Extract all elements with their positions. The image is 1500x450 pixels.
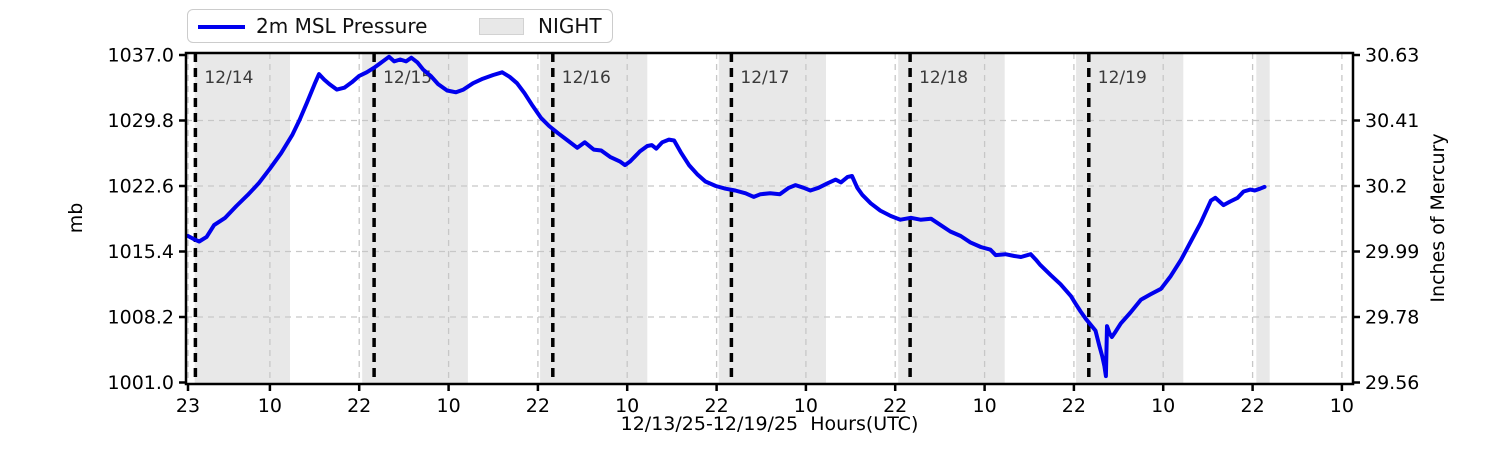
x-tick-label: 10 bbox=[1330, 395, 1354, 417]
night-band bbox=[718, 53, 826, 384]
x-tick-label: 22 bbox=[1062, 395, 1086, 417]
x-tick-label: 10 bbox=[437, 395, 461, 417]
y-tick-label-left: 1001.0 bbox=[108, 372, 174, 394]
x-tick-label: 22 bbox=[1241, 395, 1265, 417]
axes-spines bbox=[184, 51, 1355, 386]
night-band bbox=[540, 53, 648, 384]
y-tick-label-left: 1022.6 bbox=[108, 176, 174, 198]
date-label: 12/18 bbox=[919, 68, 968, 88]
x-axis-label: 12/13/25-12/19/25 Hours(UTC) bbox=[620, 413, 919, 435]
date-label: 12/16 bbox=[562, 68, 611, 88]
legend-night-swatch bbox=[479, 18, 524, 35]
legend-series-label: 2m MSL Pressure bbox=[256, 14, 428, 38]
x-tick-label: 22 bbox=[526, 395, 550, 417]
x-tick-label: 10 bbox=[1151, 395, 1175, 417]
y-tick-label-left: 1029.8 bbox=[108, 110, 174, 132]
y-tick-label-left: 1037.0 bbox=[108, 45, 174, 67]
x-tick-label: 22 bbox=[883, 395, 907, 417]
y-tick-label-right: 29.99 bbox=[1365, 241, 1419, 263]
x-tick-label: 22 bbox=[705, 395, 729, 417]
date-label: 12/19 bbox=[1098, 68, 1147, 88]
legend-night-label: NIGHT bbox=[538, 14, 602, 38]
y-tick-label-left: 1015.4 bbox=[108, 241, 174, 263]
x-tick-label: 10 bbox=[258, 395, 282, 417]
night-band bbox=[194, 53, 290, 384]
legend: 2m MSL Pressure NIGHT bbox=[187, 9, 613, 43]
y-tick-label-right: 30.63 bbox=[1365, 45, 1419, 67]
x-tick-label: 10 bbox=[794, 395, 818, 417]
y-tick-label-right: 29.78 bbox=[1365, 307, 1419, 329]
y-axis-label-left: mb bbox=[65, 202, 87, 234]
x-tick-label: 22 bbox=[347, 395, 371, 417]
y-tick-label-right: 29.56 bbox=[1365, 372, 1419, 394]
y-axis-label-right: Inches of Mercury bbox=[1427, 133, 1449, 303]
date-label: 12/17 bbox=[740, 68, 789, 88]
x-tick-label: 10 bbox=[615, 395, 639, 417]
y-tick-label-left: 1008.2 bbox=[108, 307, 174, 329]
pressure-series-line bbox=[186, 54, 1267, 379]
y-tick-label-right: 30.41 bbox=[1365, 110, 1419, 132]
date-label: 12/15 bbox=[383, 68, 432, 88]
legend-line-swatch bbox=[198, 25, 245, 29]
night-band bbox=[1076, 53, 1184, 384]
night-band bbox=[362, 53, 468, 384]
date-label: 12/14 bbox=[204, 68, 253, 88]
y-tick-label-right: 30.2 bbox=[1365, 176, 1407, 198]
night-band bbox=[1256, 53, 1270, 384]
x-tick-label: 10 bbox=[973, 395, 997, 417]
x-tick-label: 23 bbox=[176, 395, 200, 417]
